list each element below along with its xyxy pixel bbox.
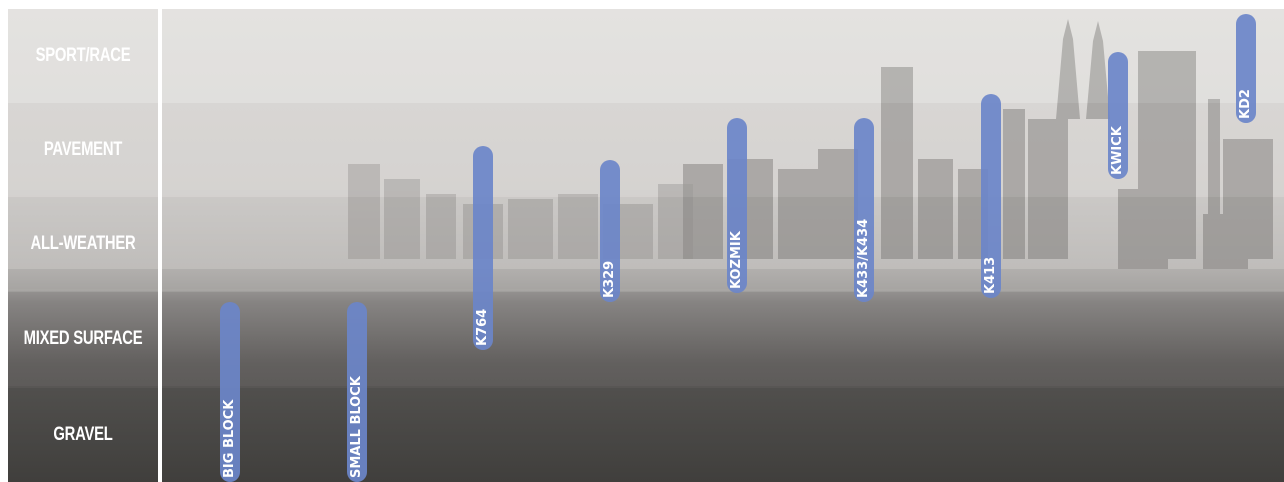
category-divider: [158, 9, 162, 482]
city-skyline: [8, 19, 1284, 289]
bar-label-kwick: KWICK: [1110, 126, 1125, 176]
band-sport-race: [8, 9, 1284, 103]
chart: SPORT/RACE PAVEMENT ALL-WEATHER MIXED SU…: [8, 9, 1284, 482]
band-pavement: [8, 103, 1284, 197]
band-all-weather: [8, 197, 1284, 291]
category-label-gravel: GRAVEL: [53, 424, 113, 445]
band-gravel: [8, 388, 1284, 482]
bar-label-kd2: KD2: [1238, 88, 1253, 119]
category-label-mixed-surface: MIXED SURFACE: [23, 328, 143, 349]
bar-kd2: [1236, 13, 1256, 123]
bar-label-k329: K329: [602, 261, 617, 299]
bar-label-kozmik: KOZMIK: [729, 230, 744, 289]
category-label-all-weather: ALL-WEATHER: [30, 233, 136, 254]
category-label-sport-race: SPORT/RACE: [35, 45, 131, 66]
bar-k433-k434: [854, 117, 874, 303]
band-mixed-surface: [8, 292, 1284, 386]
bar-kwick: [1108, 51, 1128, 180]
category-labels: SPORT/RACE PAVEMENT ALL-WEATHER MIXED SU…: [8, 9, 158, 482]
bar-big-block: [220, 302, 240, 482]
bar-k764: [473, 146, 493, 350]
bar-kozmik: [727, 117, 747, 293]
bar-label-k764: K764: [475, 308, 490, 346]
bar-label-k413: K413: [983, 256, 998, 294]
bar-label-k433-k434: K433/K434: [856, 219, 871, 299]
bar-label-small-block: SMALL BLOCK: [349, 376, 364, 478]
bar-k329: [600, 160, 620, 303]
bar-small-block: [347, 302, 367, 482]
bar-k413: [981, 94, 1001, 298]
bar-label-big-block: BIG BLOCK: [222, 399, 237, 478]
category-label-pavement: PAVEMENT: [43, 139, 123, 160]
